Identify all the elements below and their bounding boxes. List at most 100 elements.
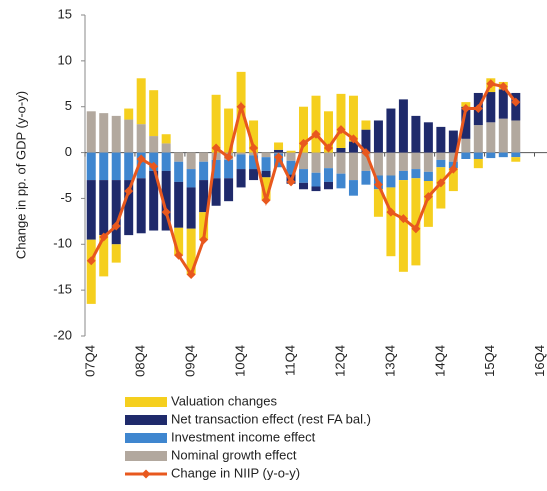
bar bbox=[461, 106, 471, 139]
bar bbox=[261, 152, 271, 158]
y-tick-label: -15 bbox=[53, 282, 72, 297]
bar bbox=[249, 120, 259, 153]
bar bbox=[236, 154, 246, 170]
line-marker bbox=[498, 82, 508, 92]
y-tick-label: 0 bbox=[65, 144, 72, 159]
bar bbox=[486, 152, 496, 159]
x-tick-label: 16Q4 bbox=[532, 345, 547, 377]
bar bbox=[136, 124, 146, 153]
x-tick-label: 11Q4 bbox=[282, 345, 297, 376]
bar bbox=[311, 95, 321, 153]
bar bbox=[86, 111, 96, 153]
line-marker bbox=[336, 125, 346, 135]
bar bbox=[199, 152, 209, 162]
x-tick-label: 14Q4 bbox=[432, 345, 447, 377]
bar bbox=[473, 152, 483, 159]
bar bbox=[299, 152, 309, 170]
line-marker bbox=[236, 102, 246, 112]
bar bbox=[336, 152, 346, 174]
line-marker bbox=[473, 104, 483, 114]
bar bbox=[498, 89, 508, 119]
bar bbox=[299, 106, 309, 153]
bar bbox=[261, 157, 271, 171]
bar bbox=[286, 152, 296, 161]
bar bbox=[136, 152, 146, 179]
bar bbox=[436, 152, 446, 160]
bar bbox=[111, 115, 121, 153]
legend-label: Nominal growth effect bbox=[171, 447, 297, 462]
bar bbox=[311, 152, 321, 173]
bar bbox=[486, 92, 496, 123]
y-tick-label: -5 bbox=[60, 190, 72, 205]
bar bbox=[261, 177, 271, 201]
line-marker bbox=[311, 129, 321, 139]
line-marker bbox=[149, 161, 159, 171]
bar bbox=[261, 170, 271, 178]
bar bbox=[136, 78, 146, 125]
bar bbox=[348, 152, 358, 181]
bar bbox=[161, 134, 171, 144]
bar bbox=[323, 152, 333, 169]
bar bbox=[199, 161, 209, 181]
bar bbox=[124, 180, 134, 236]
bar bbox=[323, 181, 333, 190]
line-marker bbox=[124, 186, 134, 196]
bar bbox=[398, 180, 408, 272]
line-marker bbox=[461, 104, 471, 114]
bar bbox=[149, 136, 159, 153]
bar bbox=[224, 159, 234, 179]
line-marker bbox=[398, 214, 408, 224]
bar bbox=[411, 178, 421, 266]
bar bbox=[274, 149, 284, 153]
line-marker bbox=[423, 192, 433, 202]
bar bbox=[186, 169, 196, 188]
line-marker bbox=[299, 138, 309, 148]
bar bbox=[436, 126, 446, 153]
legend-label: Valuation changes bbox=[171, 393, 278, 408]
y-tick-label: 15 bbox=[58, 6, 72, 21]
bar bbox=[348, 180, 358, 196]
bar bbox=[186, 152, 196, 170]
bar bbox=[386, 108, 396, 153]
bar bbox=[224, 108, 234, 153]
line-marker bbox=[486, 79, 496, 89]
bar bbox=[161, 170, 171, 231]
bar bbox=[86, 239, 96, 304]
line-marker bbox=[174, 250, 184, 260]
bar bbox=[286, 160, 296, 175]
line-marker bbox=[436, 178, 446, 188]
bar bbox=[149, 170, 159, 231]
bar bbox=[199, 180, 209, 213]
bar bbox=[398, 99, 408, 153]
y-tick-label: 5 bbox=[65, 98, 72, 113]
bar bbox=[436, 167, 446, 209]
bar bbox=[411, 169, 421, 179]
bar bbox=[111, 244, 121, 263]
bar bbox=[174, 152, 184, 162]
bar bbox=[199, 212, 209, 240]
bar bbox=[274, 142, 284, 150]
bar bbox=[336, 147, 346, 153]
bar bbox=[186, 228, 196, 275]
line-marker bbox=[511, 97, 521, 107]
x-tick-label: 12Q4 bbox=[332, 345, 347, 377]
bar bbox=[174, 227, 184, 256]
bar bbox=[323, 168, 333, 182]
bar bbox=[211, 94, 221, 153]
bar bbox=[336, 173, 346, 189]
bar bbox=[423, 171, 433, 182]
line-marker bbox=[111, 221, 121, 231]
bar bbox=[461, 138, 471, 153]
legend-label: Change in NIIP (y-o-y) bbox=[171, 465, 300, 480]
legend-swatch bbox=[125, 451, 167, 461]
bar bbox=[511, 92, 521, 121]
bar bbox=[124, 108, 134, 120]
line-marker bbox=[448, 164, 458, 174]
line-marker bbox=[286, 177, 296, 187]
bar bbox=[211, 159, 221, 179]
bar bbox=[99, 152, 109, 181]
legend-swatch bbox=[141, 469, 151, 479]
bar bbox=[348, 95, 358, 142]
line-marker bbox=[261, 195, 271, 205]
y-axis-title: Change in pp. of GDP (y-o-y) bbox=[13, 91, 28, 259]
